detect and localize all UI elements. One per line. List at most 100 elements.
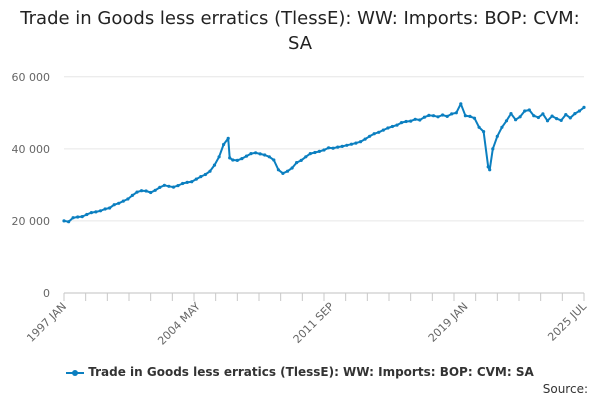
data-point[interactable] [208,169,212,173]
data-point[interactable] [85,212,89,217]
data-point[interactable] [235,158,239,162]
data-point[interactable] [504,119,509,123]
data-point[interactable] [308,152,312,156]
data-point[interactable] [349,142,353,146]
data-point[interactable] [62,219,66,223]
data-point[interactable] [555,117,559,121]
data-point[interactable] [185,180,189,184]
data-point[interactable] [399,121,404,125]
data-point[interactable] [368,134,372,138]
data-point[interactable] [222,142,226,147]
data-point[interactable] [582,105,586,109]
data-point[interactable] [181,181,185,186]
data-point[interactable] [117,201,121,205]
data-point[interactable] [217,155,221,159]
data-point[interactable] [500,125,504,129]
data-point[interactable] [459,102,463,106]
data-point[interactable] [171,185,176,189]
data-point[interactable] [468,114,472,118]
data-point[interactable] [345,143,349,147]
data-point[interactable] [231,158,235,162]
data-point[interactable] [573,112,577,116]
data-point[interactable] [94,210,98,214]
data-point[interactable] [272,158,276,162]
data-point[interactable] [228,156,232,160]
data-point[interactable] [514,118,518,122]
data-point[interactable] [568,116,572,120]
data-point[interactable] [258,152,262,156]
data-point[interactable] [212,163,217,167]
data-point[interactable] [190,180,194,184]
data-point[interactable] [418,118,422,122]
data-point[interactable] [199,175,203,179]
data-point[interactable] [527,108,531,112]
data-point[interactable] [386,126,390,130]
data-point[interactable] [409,119,413,123]
data-point[interactable] [354,141,358,145]
data-point[interactable] [144,189,148,193]
data-point[interactable] [162,183,166,187]
data-point[interactable] [121,199,125,203]
data-point[interactable] [89,211,93,215]
data-point[interactable] [76,215,80,219]
data-point[interactable] [149,190,153,195]
data-point[interactable] [427,113,431,117]
data-point[interactable] [67,220,71,224]
data-point[interactable] [518,115,522,119]
data-point[interactable] [472,116,477,120]
data-point[interactable] [98,209,103,213]
data-point[interactable] [153,188,157,192]
data-point[interactable] [577,109,582,113]
data-point[interactable] [564,113,568,117]
data-point[interactable] [71,216,75,220]
data-point[interactable] [445,114,449,118]
data-point[interactable] [559,118,563,122]
data-point[interactable] [331,146,335,150]
data-point[interactable] [322,148,326,152]
data-point[interactable] [203,172,207,177]
data-point[interactable] [226,136,230,140]
data-point[interactable] [295,161,299,165]
data-point[interactable] [436,115,440,119]
data-point[interactable] [536,115,541,120]
data-point[interactable] [390,124,394,129]
data-point[interactable] [477,125,481,129]
data-point[interactable] [541,112,545,116]
source-label[interactable]: Source: [542,382,588,396]
data-point[interactable] [281,171,285,175]
data-point[interactable] [486,165,490,169]
data-point[interactable] [450,112,454,116]
data-point[interactable] [299,158,303,162]
data-point[interactable] [463,114,467,118]
data-point[interactable] [254,151,258,155]
data-point[interactable] [267,155,271,159]
data-point[interactable] [381,128,385,132]
data-point[interactable] [317,149,321,153]
data-point[interactable] [126,197,130,201]
data-point[interactable] [167,184,171,188]
data-point[interactable] [488,168,492,172]
data-point[interactable] [523,109,527,113]
data-point[interactable] [509,112,513,116]
data-point[interactable] [413,117,417,121]
data-point[interactable] [372,132,376,136]
data-point[interactable] [431,114,436,118]
data-point[interactable] [395,123,399,127]
data-point[interactable] [422,115,426,119]
data-point[interactable] [276,168,280,172]
data-point[interactable] [112,203,116,207]
data-point[interactable] [545,119,550,123]
data-point[interactable] [240,157,244,161]
data-point[interactable] [194,177,198,181]
data-point[interactable] [290,166,294,170]
data-point[interactable] [244,154,249,158]
data-point[interactable] [285,169,290,173]
data-point[interactable] [80,215,84,219]
data-point[interactable] [176,184,180,188]
data-point[interactable] [550,114,554,118]
data-point[interactable] [454,111,458,115]
data-point[interactable] [441,113,445,117]
data-point[interactable] [135,190,139,194]
data-point[interactable] [358,140,363,144]
data-point[interactable] [327,146,331,150]
